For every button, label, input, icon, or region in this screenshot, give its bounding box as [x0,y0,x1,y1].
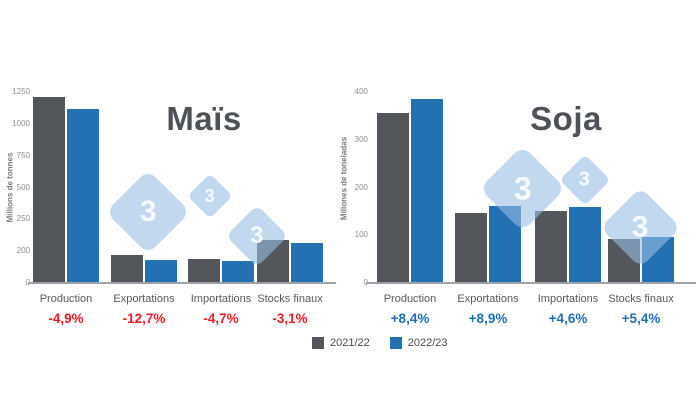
x-axis-line-soja [366,282,696,284]
watermark-diamond-icon: 3 [105,169,191,255]
y-tick-200: 200 [16,246,30,256]
category-label-production: Production [39,293,93,305]
change-label-exportations-ma-s: -12,7% [122,311,166,326]
y-tick-0: 0 [363,278,368,287]
bar-2021-22-exportations [455,213,487,283]
y-tick-1000: 1000 [12,118,30,128]
legend-label-2022-23: 2022/23 [407,337,448,349]
x-axis-line-mais [28,282,336,284]
watermark-3-glyph: 3 [631,210,649,243]
bar-2021-22-importations [188,258,220,283]
y-tick-0: 0 [25,278,30,287]
watermark-diamond-icon: 3 [187,173,233,219]
y-tick-750: 750 [16,150,30,160]
chart-title-mais: Maïs [166,100,242,137]
y-tick-300: 300 [354,134,368,144]
bar-2022-23-importations [222,260,254,283]
category-label-exportations: Exportations [457,293,519,305]
bar-2021-22-importations [535,211,567,283]
chart-title-soja: Soja [530,100,602,137]
bar-2022-23-stocks-finaux [291,242,323,283]
change-label-production-ma-s: -4,9% [48,311,84,326]
bar-2022-23-production [411,99,443,283]
change-label-production-soja: +8,4% [390,311,430,326]
category-label-exportations: Exportations [113,293,175,305]
bar-2022-23-production [67,109,99,283]
change-label-stocks-finaux-soja: +5,4% [621,311,661,326]
category-label-production: Production [383,293,437,305]
bar-2022-23-exportations [145,259,177,283]
category-label-importations: Importations [190,293,252,305]
legend: 2021/22 2022/23 [312,337,448,349]
y-tick-500: 500 [16,182,30,192]
category-label-importations: Importations [537,293,599,305]
y-tick-1250: 1250 [12,87,30,96]
legend-label-2021-22: 2021/22 [330,337,370,349]
bar-2021-22-exportations [111,254,143,283]
legend-swatch-2022-23 [389,337,402,349]
watermark-3-glyph: 3 [250,221,264,249]
change-label-importations-ma-s: -4,7% [203,311,239,326]
watermark-3-glyph: 3 [204,185,216,206]
y-tick-400: 400 [354,87,368,96]
bar-2021-22-production [377,113,409,283]
bar-2021-22-production [33,97,65,283]
y-tick-200: 200 [354,182,368,192]
change-label-importations-soja: +4,6% [548,311,588,326]
bar-2022-23-importations [569,206,601,283]
y-tick-250: 250 [16,214,30,224]
legend-item-2021-22: 2021/22 [312,337,370,349]
watermark-3-glyph: 3 [579,168,591,191]
legend-item-2022-23: 2022/23 [389,337,448,349]
change-label-exportations-soja: +8,9% [468,311,508,326]
watermark-diamond-icon: 3 [559,154,611,206]
change-label-stocks-finaux-ma-s: -3,1% [272,311,308,326]
y-tick-100: 100 [354,230,368,240]
watermark-3-glyph: 3 [513,169,531,206]
y-axis-title-soja: Millones de toneladas [339,136,349,221]
category-label-stocks-finaux: Stocks finaux [608,293,674,305]
legend-swatch-2021-22 [312,337,324,349]
category-label-stocks-finaux: Stocks finaux [257,293,323,305]
watermark-3-glyph: 3 [139,195,157,228]
